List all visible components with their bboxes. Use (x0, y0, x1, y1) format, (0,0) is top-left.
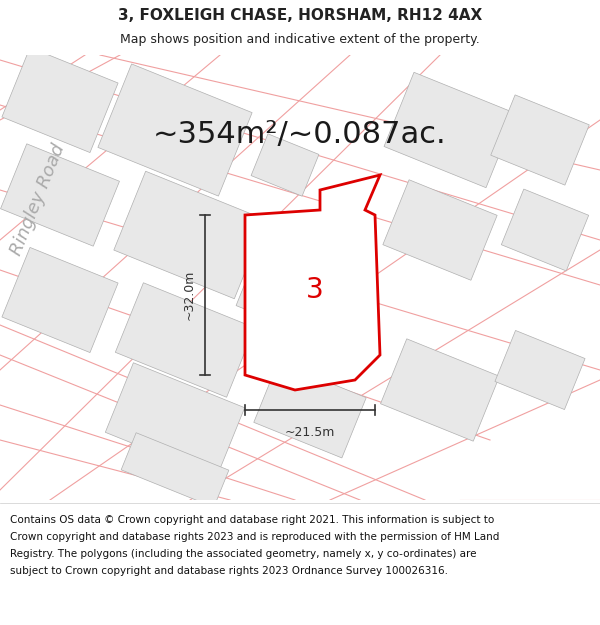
Bar (383, 180, 497, 280)
Bar (2, 248, 118, 352)
Bar (1, 144, 119, 246)
Bar (254, 362, 366, 458)
Text: ~32.0m: ~32.0m (182, 270, 196, 320)
Text: Map shows position and indicative extent of the property.: Map shows position and indicative extent… (120, 32, 480, 46)
Bar (495, 331, 585, 409)
Text: ~354m²/~0.087ac.: ~354m²/~0.087ac. (153, 121, 447, 149)
Bar (380, 339, 499, 441)
Bar (106, 362, 245, 478)
Text: Contains OS data © Crown copyright and database right 2021. This information is : Contains OS data © Crown copyright and d… (10, 515, 494, 525)
Bar (491, 95, 589, 185)
Text: 3, FOXLEIGH CHASE, HORSHAM, RH12 4AX: 3, FOXLEIGH CHASE, HORSHAM, RH12 4AX (118, 8, 482, 22)
Bar (98, 64, 252, 196)
Bar (115, 282, 254, 398)
Text: Ringley Road: Ringley Road (7, 142, 68, 258)
Polygon shape (245, 175, 380, 390)
Text: subject to Crown copyright and database rights 2023 Ordnance Survey 100026316.: subject to Crown copyright and database … (10, 566, 448, 576)
Bar (251, 134, 319, 196)
Bar (114, 171, 266, 299)
Bar (2, 48, 118, 152)
Bar (236, 264, 304, 326)
Text: 3: 3 (306, 276, 324, 304)
Text: ~21.5m: ~21.5m (285, 426, 335, 439)
Text: Crown copyright and database rights 2023 and is reproduced with the permission o: Crown copyright and database rights 2023… (10, 532, 499, 542)
Bar (384, 72, 516, 188)
Text: Registry. The polygons (including the associated geometry, namely x, y co-ordina: Registry. The polygons (including the as… (10, 549, 476, 559)
Bar (121, 432, 229, 508)
Bar (502, 189, 589, 271)
